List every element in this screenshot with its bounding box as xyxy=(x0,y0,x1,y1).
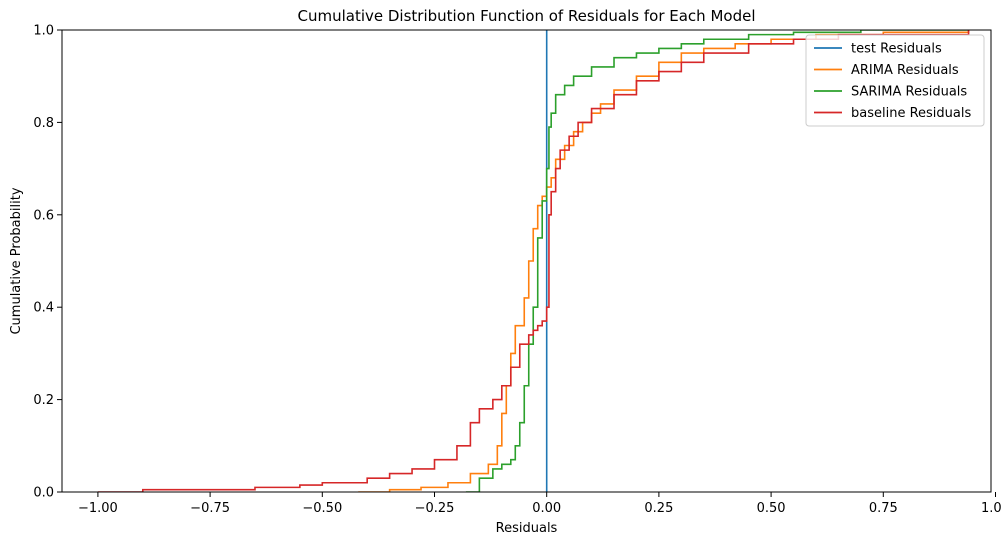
x-tick-label: −1.00 xyxy=(78,501,118,516)
y-axis-title: Cumulative Probability xyxy=(9,187,24,334)
x-tick-label: 1.00 xyxy=(981,501,1001,516)
sarima-residuals-legend-label: SARIMA Residuals xyxy=(851,85,967,100)
x-tick-label: −0.25 xyxy=(415,501,455,516)
legend-box xyxy=(805,34,985,127)
series-layer xyxy=(97,30,970,492)
y-tick-label: 1.0 xyxy=(33,24,54,39)
baseline-residuals-legend-label: baseline Residuals xyxy=(851,106,971,121)
y-tick-label: 0.2 xyxy=(33,393,54,408)
y-axis: 0.0 0.2 0.4 0.6 0.8 1.0 xyxy=(33,24,62,501)
sarima-residuals-line xyxy=(465,30,969,492)
x-tick-label: 0.00 xyxy=(532,501,561,516)
y-tick-label: 0.8 xyxy=(33,116,54,131)
x-axis-title: Residuals xyxy=(496,521,558,536)
plot-frame xyxy=(61,29,992,493)
chart-title: Cumulative Distribution Function of Resi… xyxy=(297,7,755,25)
x-tick-label: 0.25 xyxy=(644,501,673,516)
x-tick-label: 0.50 xyxy=(757,501,786,516)
baseline-residuals-line xyxy=(97,30,970,492)
x-axis: −1.00 −0.75 −0.50 −0.25 0.00 0.25 0.50 0.75 1.00 xyxy=(78,492,1001,516)
legend: test Residuals ARIMA Residuals SARIMA Resi… xyxy=(805,34,985,127)
y-tick-label: 0.4 xyxy=(33,301,54,316)
arima-residuals-legend-label: ARIMA Residuals xyxy=(851,63,959,78)
y-tick-label: 0.0 xyxy=(33,486,54,501)
x-tick-label: −0.75 xyxy=(190,501,230,516)
x-tick-label: 0.75 xyxy=(869,501,898,516)
x-tick-label: −0.50 xyxy=(302,501,342,516)
y-tick-label: 0.6 xyxy=(33,208,54,223)
test-residuals-legend-label: test Residuals xyxy=(851,42,942,57)
